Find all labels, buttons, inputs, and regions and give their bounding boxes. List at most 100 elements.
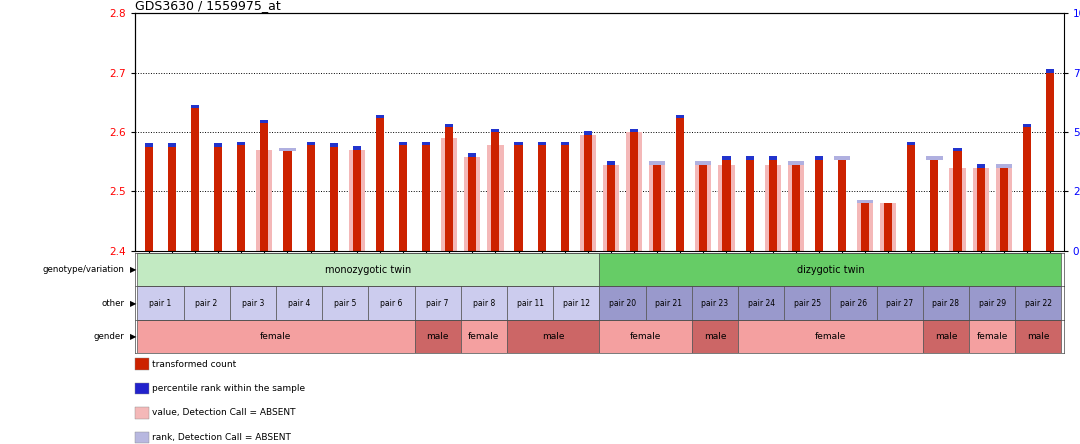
Text: pair 2: pair 2 — [195, 298, 218, 308]
Text: female: female — [469, 332, 500, 341]
Text: pair 3: pair 3 — [242, 298, 264, 308]
Bar — [214, 143, 222, 147]
Bar — [561, 145, 569, 251]
Bar — [260, 123, 269, 251]
Bar — [1015, 286, 1062, 320]
Bar — [514, 142, 523, 145]
Text: pair 7: pair 7 — [427, 298, 449, 308]
Bar — [1000, 168, 1008, 251]
Bar — [256, 150, 272, 251]
Text: pair 21: pair 21 — [656, 298, 683, 308]
Bar — [649, 165, 665, 251]
Text: other: other — [102, 298, 124, 308]
Text: pair 26: pair 26 — [840, 298, 867, 308]
Bar — [972, 168, 988, 251]
Bar — [976, 164, 985, 168]
Bar — [814, 156, 823, 160]
Text: pair 29: pair 29 — [978, 298, 1005, 308]
Text: ▶: ▶ — [130, 298, 136, 308]
Bar — [368, 286, 415, 320]
Bar — [765, 165, 781, 251]
Bar — [353, 150, 361, 251]
Bar — [283, 151, 292, 251]
Bar — [607, 165, 615, 251]
Bar — [469, 154, 476, 157]
Bar — [723, 156, 730, 160]
Bar — [487, 145, 503, 251]
Text: pair 8: pair 8 — [473, 298, 495, 308]
Bar — [191, 105, 199, 108]
Bar — [996, 168, 1012, 251]
Bar — [831, 286, 877, 320]
Bar — [599, 320, 692, 353]
Bar — [307, 142, 314, 145]
Bar — [599, 286, 646, 320]
Text: pair 22: pair 22 — [1025, 298, 1052, 308]
Text: dizygotic twin: dizygotic twin — [797, 265, 864, 275]
Bar — [1045, 69, 1054, 73]
Bar — [376, 119, 384, 251]
Text: pair 6: pair 6 — [380, 298, 403, 308]
Bar — [491, 132, 499, 251]
Bar — [145, 147, 153, 251]
Bar — [923, 286, 969, 320]
Text: monozygotic twin: monozygotic twin — [325, 265, 411, 275]
Bar — [907, 145, 916, 251]
Text: male: male — [704, 332, 726, 341]
Bar — [280, 147, 296, 151]
Text: male: male — [542, 332, 565, 341]
Bar — [584, 131, 592, 135]
Bar — [880, 203, 896, 251]
Bar — [738, 286, 784, 320]
Bar — [415, 320, 461, 353]
Bar — [603, 165, 619, 251]
Bar — [787, 165, 804, 251]
Bar — [923, 320, 969, 353]
Bar — [561, 142, 569, 145]
Text: pair 24: pair 24 — [747, 298, 774, 308]
Bar — [349, 150, 365, 251]
Text: female: female — [260, 332, 292, 341]
Bar — [877, 286, 923, 320]
Bar — [787, 161, 804, 165]
Text: pair 27: pair 27 — [887, 298, 914, 308]
Bar — [376, 115, 384, 119]
Bar — [461, 320, 507, 353]
Bar — [353, 147, 361, 150]
Bar — [329, 147, 338, 251]
Bar — [718, 165, 734, 251]
Bar — [769, 160, 777, 251]
Bar — [954, 151, 961, 251]
Text: ▶: ▶ — [130, 265, 136, 274]
Text: percentile rank within the sample: percentile rank within the sample — [152, 384, 306, 393]
Bar — [969, 286, 1015, 320]
Bar — [858, 203, 874, 251]
Bar — [696, 165, 712, 251]
Bar — [445, 124, 454, 127]
Bar — [969, 320, 1015, 353]
Text: pair 28: pair 28 — [932, 298, 959, 308]
Bar — [907, 142, 916, 145]
Text: ▶: ▶ — [130, 332, 136, 341]
Bar — [599, 253, 1062, 286]
Bar — [861, 203, 869, 251]
Text: pair 4: pair 4 — [288, 298, 310, 308]
Bar — [214, 147, 222, 251]
Bar — [738, 320, 923, 353]
Bar — [1015, 320, 1062, 353]
Text: pair 23: pair 23 — [701, 298, 729, 308]
Text: pair 1: pair 1 — [149, 298, 172, 308]
Bar — [415, 286, 461, 320]
Text: gender: gender — [94, 332, 124, 341]
Text: genotype/variation: genotype/variation — [42, 265, 124, 274]
Bar — [422, 145, 430, 251]
Bar — [723, 160, 730, 251]
Text: pair 20: pair 20 — [609, 298, 636, 308]
Bar — [676, 119, 685, 251]
Bar — [745, 160, 754, 251]
Bar — [996, 164, 1012, 168]
Bar — [329, 143, 338, 147]
Bar — [441, 138, 457, 251]
Bar — [834, 156, 850, 160]
Bar — [553, 286, 599, 320]
